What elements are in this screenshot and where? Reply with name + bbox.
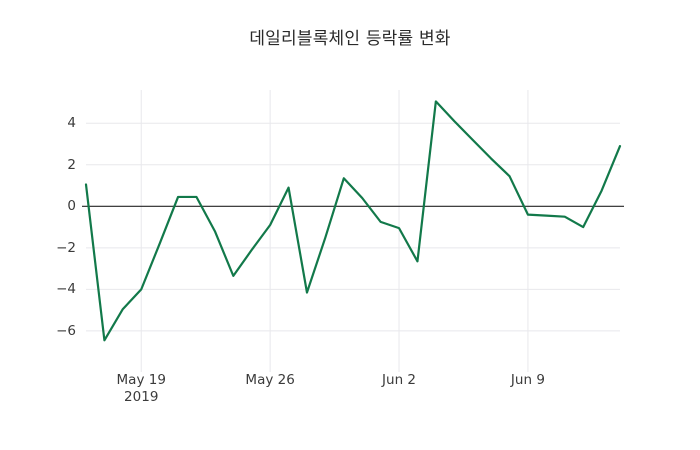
x-axis-tick-label: Jun 2 xyxy=(382,372,417,388)
data-line-series xyxy=(84,100,622,342)
x-axis-tick-label: May 19 2019 xyxy=(116,372,166,405)
y-axis-tick-label: 0 xyxy=(67,198,76,215)
plot-area xyxy=(82,90,624,372)
vertical-grid-lines xyxy=(140,90,529,372)
x-axis-tick-label: May 26 xyxy=(245,372,295,388)
x-axis-tick-label: Jun 9 xyxy=(510,372,545,388)
y-axis-tick-label: −2 xyxy=(56,239,76,256)
line-chart-svg xyxy=(82,90,624,372)
y-axis-tick-label: −4 xyxy=(56,281,76,298)
y-axis-tick-label: 2 xyxy=(67,156,76,173)
y-axis-tick-label: −6 xyxy=(56,322,76,339)
chart-title: 데일리블록체인 등락률 변화 xyxy=(249,29,451,49)
y-axis-tick-label: 4 xyxy=(67,115,76,132)
